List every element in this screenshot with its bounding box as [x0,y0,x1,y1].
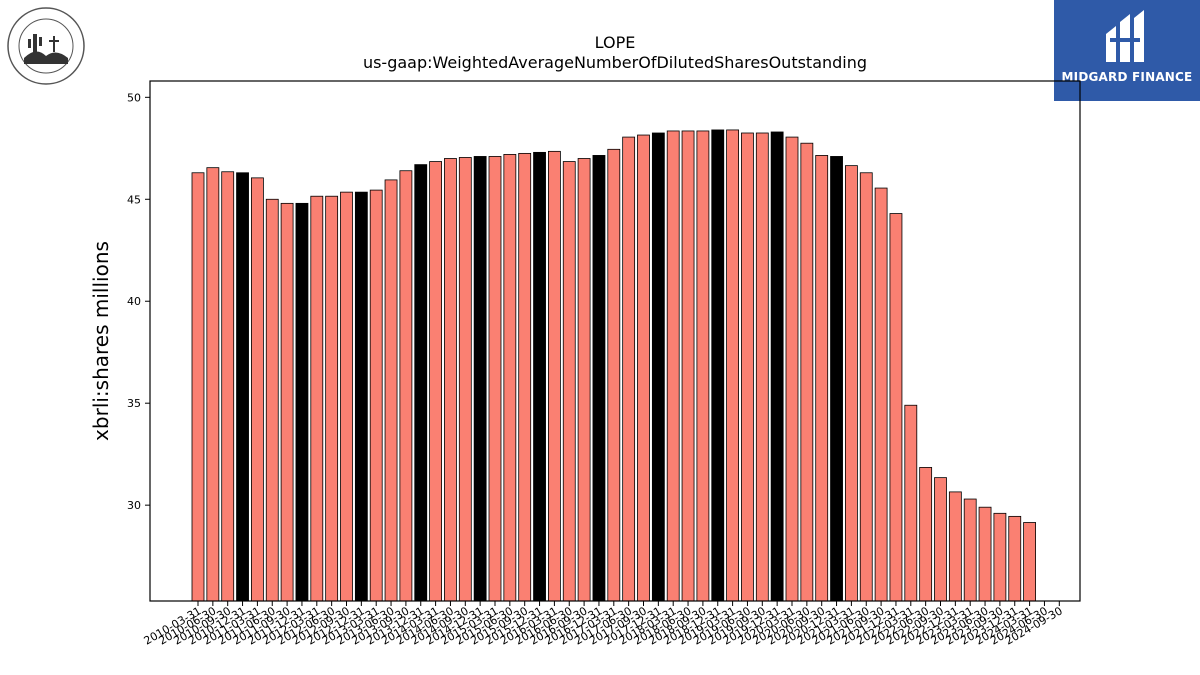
y-tick-label: 50 [127,91,141,104]
bar-2011-09-30 [280,202,294,602]
bar-2016-03-31 [548,150,561,602]
bar-2017-03-31 [607,148,621,602]
bar-2012-09-30 [340,191,353,602]
bar-2010-06-30 [206,167,220,602]
bar-2019-12-31 [770,131,784,602]
bar-2016-06-30 [562,161,576,602]
bar-2020-09-30 [815,155,829,602]
bar-2018-03-31 [666,130,680,602]
bar-2020-06-30 [800,142,814,602]
bar-2021-03-31 [845,165,858,602]
bar-2014-09-30 [458,157,472,602]
bar-2012-03-31 [310,195,324,602]
bar-2023-03-31 [963,498,977,602]
bar-2018-12-31 [711,129,725,602]
bar-2017-12-31 [651,132,665,602]
bar-2019-09-30 [755,132,769,602]
bar-2020-03-31 [785,136,799,602]
bar-2010-09-30 [221,171,235,602]
bar-2013-09-30 [399,170,413,602]
bar-2010-12-31 [236,172,249,602]
bar-2017-06-30 [622,136,636,602]
bar-2012-06-30 [325,195,339,602]
bar-2021-12-31 [889,213,903,602]
bar-2014-12-31 [473,156,487,602]
bar-2015-09-30 [518,152,532,602]
bar-2015-12-31 [533,151,546,602]
y-tick-label: 35 [127,397,141,410]
bar-2023-06-30 [978,506,992,602]
bar-2013-06-30 [384,179,398,602]
bar-2024-03-31 [1023,522,1036,602]
bar-2015-06-30 [503,154,517,602]
y-tick-label: 30 [127,499,141,512]
bar-2022-06-30 [919,467,933,602]
bar-2014-03-31 [429,161,443,602]
bar-2011-06-30 [265,198,279,602]
bar-2019-03-31 [726,129,739,602]
bar-2023-09-30 [993,512,1007,602]
y-tick-label: 40 [127,295,141,308]
bar-2022-09-30 [934,477,947,602]
bar-2018-09-30 [696,130,710,602]
midgard-finance-logo: MIDGARD FINANCE [1054,0,1200,101]
bar-2010-03-31 [191,172,205,602]
plot-frame [149,80,1081,602]
y-tick-label: 45 [127,193,141,206]
bar-2018-06-30 [681,130,695,602]
bar-2013-03-31 [369,189,383,602]
bar-2022-12-31 [948,491,962,602]
bar-2014-06-30 [444,158,457,602]
brand-name: MIDGARD FINANCE [1061,70,1193,84]
chart-title: LOPE [594,33,636,52]
bar-2020-12-31 [830,156,843,602]
bar-2011-12-31 [295,202,309,602]
bar-2019-06-30 [741,132,754,602]
bar-2021-06-30 [859,172,873,602]
chart-subtitle: us-gaap:WeightedAverageNumberOfDilutedSh… [362,53,868,72]
bar-2011-03-31 [250,177,264,602]
bar-2013-12-31 [414,164,428,602]
university-seal-logo [6,6,86,86]
bar-2012-12-31 [354,191,368,602]
bar-2023-12-31 [1008,515,1022,602]
bar-2022-03-31 [904,404,918,602]
bar-2021-09-30 [874,187,888,602]
bar-2016-09-30 [577,158,591,602]
bar-2015-03-31 [488,156,502,602]
bar-2017-09-30 [637,134,650,602]
bar-2016-12-31 [592,155,606,602]
